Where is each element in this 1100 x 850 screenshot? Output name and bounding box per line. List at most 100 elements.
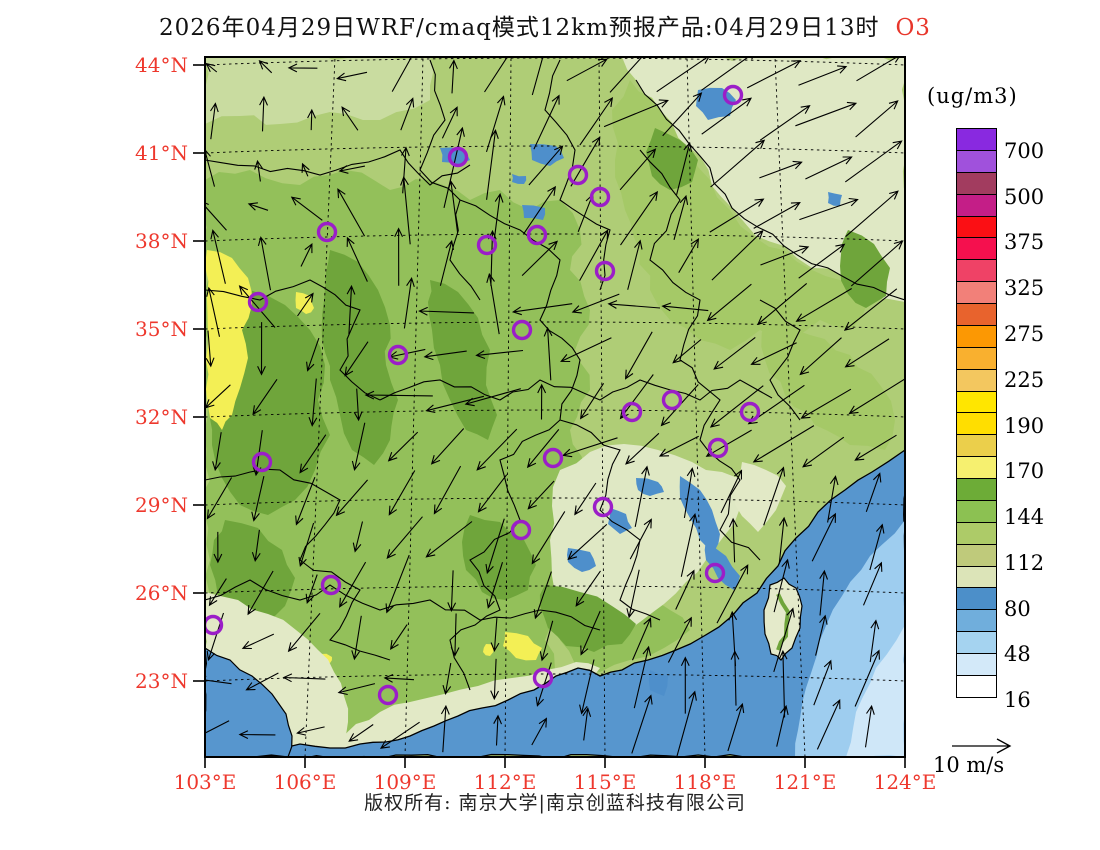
gridline-latitude — [205, 145, 905, 154]
colorbar-box — [956, 674, 997, 698]
wind-arrow — [205, 330, 215, 368]
wind-arrow — [752, 425, 815, 463]
wind-arrow — [848, 378, 905, 415]
province-border — [639, 149, 721, 441]
map-layers — [205, 57, 905, 757]
wind-arrow — [531, 511, 566, 565]
region-dark-green — [646, 128, 698, 190]
wind-arrow — [486, 272, 500, 335]
wind-arrow — [364, 390, 433, 400]
wind-arrow — [543, 326, 553, 381]
wind-arrow — [352, 521, 364, 553]
city-marker — [511, 319, 533, 341]
wind-arrow — [798, 243, 846, 279]
colorbar-box — [956, 303, 997, 326]
wind-arrow — [400, 97, 415, 131]
wind-arrow — [531, 57, 544, 96]
wind-arrow — [389, 624, 408, 651]
colorbar-box — [956, 215, 997, 239]
colorbar-tick-label: 275 — [1004, 321, 1045, 346]
taiwan-ridge — [776, 593, 791, 651]
wind-arrow — [571, 293, 620, 314]
city-marker — [377, 684, 399, 706]
wind-arrow — [298, 522, 315, 568]
lon-tick-label: 124°E — [873, 770, 937, 794]
wind-arrow — [667, 616, 692, 663]
wind-arrow — [523, 185, 557, 235]
wind-vector-field — [205, 57, 905, 757]
colorbar-box — [956, 587, 997, 611]
wind-arrow — [299, 434, 327, 474]
province-border — [759, 299, 801, 421]
gridline-longitude — [686, 57, 706, 757]
province-border — [205, 149, 471, 186]
wind-arrow — [308, 378, 318, 427]
wind-arrow — [864, 704, 875, 748]
region-yellow — [295, 292, 314, 314]
wind-arrow — [570, 136, 601, 187]
lake-region — [512, 174, 527, 184]
wind-arrow — [579, 96, 614, 146]
city-marker — [739, 401, 761, 423]
province-border — [559, 419, 661, 621]
wind-arrow — [477, 474, 508, 513]
wind-arrow — [662, 92, 703, 137]
region-yellow — [503, 632, 542, 661]
wind-arrow — [205, 675, 232, 685]
wind-arrow — [746, 60, 802, 89]
colorbar-box — [956, 565, 997, 589]
wind-arrow — [683, 467, 696, 518]
gridline-latitude — [205, 57, 905, 66]
province-border — [635, 79, 905, 301]
lon-tick-label: 109°E — [373, 770, 437, 794]
wind-arrow — [854, 649, 880, 707]
wind-arrow — [845, 190, 899, 238]
wind-arrow — [539, 620, 554, 662]
wind-arrow — [799, 197, 859, 221]
wind-arrow — [206, 477, 233, 520]
wind-arrow — [441, 106, 458, 139]
wind-arrow — [805, 156, 853, 180]
wind-arrow — [620, 190, 659, 246]
gridline-longitude — [404, 57, 424, 757]
wind-arrow — [386, 516, 423, 559]
gridline-latitude — [205, 409, 905, 418]
gridline-longitude — [774, 57, 806, 757]
wind-arrow — [862, 561, 883, 606]
wind-arrow — [433, 465, 462, 515]
wind-arrow — [247, 202, 269, 211]
wind-arrow — [795, 288, 852, 322]
city-marker — [532, 667, 554, 689]
wind-arrow — [574, 482, 597, 516]
wind-arrow — [205, 720, 230, 734]
gridline-latitude — [205, 321, 905, 330]
wind-arrow — [778, 516, 788, 564]
lat-tick-label: 38°N — [135, 229, 188, 253]
wind-arrow — [346, 284, 356, 335]
lake-region — [636, 478, 664, 496]
wind-arrow — [730, 650, 740, 706]
wind-arrow — [247, 570, 274, 616]
wind-arrow — [307, 108, 317, 131]
wind-arrow — [485, 95, 506, 153]
wind-arrow — [710, 139, 766, 188]
wind-arrow — [624, 331, 653, 380]
lon-tick-label: 118°E — [673, 770, 737, 794]
wind-arrow — [658, 435, 699, 457]
copyright-text: 版权所有: 南京大学|南京创蓝科技有限公司 — [364, 792, 746, 814]
wind-arrow — [403, 276, 415, 329]
wind-arrow — [819, 569, 829, 616]
wind-arrow — [631, 617, 652, 661]
wind-arrow — [855, 100, 899, 138]
colorbar-box — [956, 237, 997, 261]
wind-arrow — [287, 63, 318, 73]
wind-arrow — [795, 101, 858, 127]
city-marker — [704, 562, 726, 584]
wind-arrow — [773, 607, 795, 673]
wind-arrow — [528, 145, 564, 186]
wind-arrow — [567, 523, 608, 561]
wind-arrow — [802, 436, 845, 468]
colorbar-box — [956, 259, 997, 283]
wind-arrow — [449, 59, 458, 94]
lon-tick-label: 103°E — [173, 770, 237, 794]
